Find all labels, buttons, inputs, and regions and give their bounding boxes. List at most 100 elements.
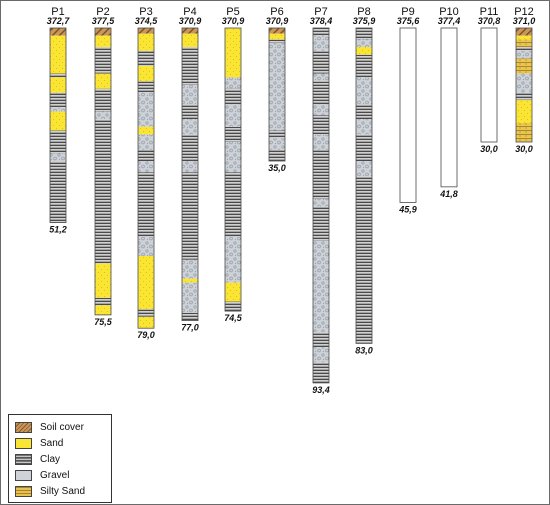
layer-clay: [50, 161, 66, 223]
layer-gravel: [516, 73, 532, 93]
layer-soil: [95, 28, 111, 36]
layer-soil: [516, 28, 532, 36]
layer-clay: [225, 301, 241, 312]
well-name: P6: [270, 6, 283, 18]
layer-sand: [138, 33, 154, 51]
layer-gravel: [225, 104, 241, 127]
well-elevation: 372,7: [47, 16, 71, 26]
layer-gravel: [313, 134, 329, 150]
layer-clay: [225, 126, 241, 142]
well-total-depth: 79,0: [137, 330, 155, 340]
layer-sand: [269, 33, 285, 40]
layer-sand: [95, 73, 111, 89]
well-name: P12: [514, 6, 534, 18]
layer-gravel: [225, 142, 241, 173]
layer-clay: [95, 297, 111, 306]
well-elevation: 374,5: [135, 16, 159, 26]
legend-item-soil-cover: Soil cover: [15, 421, 84, 434]
layer-clay: [182, 134, 198, 161]
well-column-outline: [181, 27, 199, 322]
layer-clay: [356, 54, 372, 78]
layer-clay: [313, 81, 329, 104]
layer-clay: [313, 115, 329, 135]
layer-gravel: [269, 138, 285, 150]
well-column-outline: [137, 27, 155, 329]
layer-clay: [182, 47, 198, 85]
soil-cover-swatch: [15, 422, 32, 433]
sand-swatch: [15, 438, 32, 449]
layer-silty: [516, 123, 532, 142]
legend-item-sand: Sand: [15, 437, 63, 450]
well-total-depth: 75,5: [94, 317, 113, 327]
layer-clay: [50, 130, 66, 154]
layer-clay: [95, 119, 111, 264]
layer-clay: [516, 92, 532, 101]
well-name: P11: [480, 6, 499, 18]
layer-gravel: [95, 111, 111, 120]
well-elevation: 371,0: [513, 16, 536, 26]
layer-clay: [313, 50, 329, 74]
layer-sand: [138, 126, 154, 135]
layer-sand: [182, 33, 198, 47]
layer-gravel: [356, 119, 372, 135]
well-name: P8: [357, 6, 370, 18]
well-column-outline: [94, 27, 112, 316]
layer-clay: [356, 104, 372, 120]
layer-clay: [516, 47, 532, 51]
layer-sand: [225, 282, 241, 302]
layer-clay: [182, 313, 198, 321]
well-name: P7: [314, 6, 327, 18]
layer-clay: [138, 309, 154, 317]
layer-clay: [138, 172, 154, 237]
layer-soil: [269, 28, 285, 34]
well-total-depth: 35,0: [268, 163, 286, 173]
well-column-outline: [440, 27, 458, 188]
layer-gravel: [182, 259, 198, 279]
layer-clay: [95, 47, 111, 74]
layer-clay: [269, 130, 285, 139]
layer-clay: [95, 88, 111, 112]
well-elevation: 370,9: [266, 16, 289, 26]
layer-sand: [50, 77, 66, 93]
layer-gravel: [313, 240, 329, 332]
legend-label-clay: Clay: [40, 454, 61, 465]
layer-clay: [269, 149, 285, 161]
well-total-depth: 83,0: [355, 345, 373, 355]
layer-sand: [95, 305, 111, 315]
layer-sand: [516, 35, 532, 40]
layer-gravel: [225, 77, 241, 89]
layer-gravel: [313, 199, 329, 207]
layer-sand: [95, 263, 111, 298]
wells-layer: P1372,751,2P2377,575,5P3374,579,0P4370,9…: [47, 6, 536, 395]
legend-label-sand: Sand: [40, 438, 64, 449]
layer-gravel: [313, 347, 329, 363]
well-column-outline: [268, 27, 286, 162]
layer-clay: [182, 172, 198, 260]
layer-gravel: [182, 119, 198, 135]
layer-clay: [313, 28, 329, 36]
layer-gravel: [138, 237, 154, 256]
well-column-outline: [312, 27, 330, 384]
well-elevation: 377,4: [438, 16, 461, 26]
layer-sand: [225, 28, 241, 78]
well-name: P5: [226, 6, 239, 18]
well-elevation: 375,6: [397, 16, 421, 26]
well-total-depth: 93,4: [312, 385, 330, 395]
layer-silty: [516, 39, 532, 47]
legend: Soil cover Sand Clay Gravel Silty Sand: [8, 414, 112, 503]
layer-silty: [516, 58, 532, 74]
well-name: P1: [51, 6, 64, 18]
layer-gravel: [138, 92, 154, 127]
legend-item-silty-sand: Silty Sand: [15, 485, 85, 498]
layer-sand: [182, 278, 198, 283]
well-elevation: 377,5: [92, 16, 116, 26]
layer-clay: [269, 39, 285, 44]
well-elevation: 370,9: [222, 16, 245, 26]
layer-sand: [138, 66, 154, 82]
